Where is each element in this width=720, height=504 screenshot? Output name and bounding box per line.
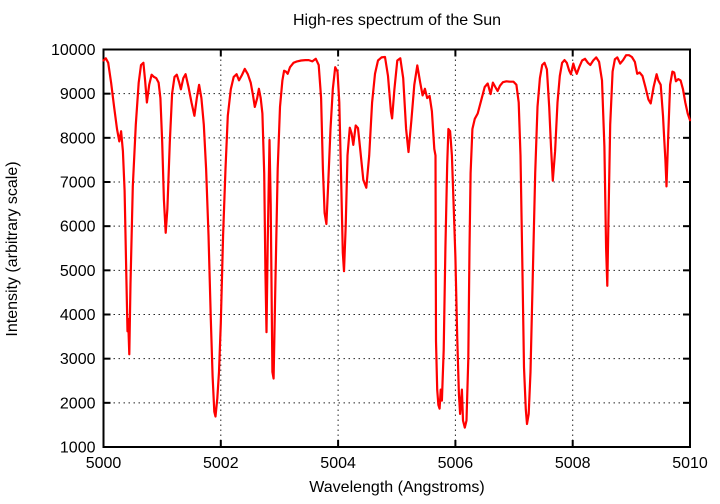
y-tick-label: 2000 xyxy=(60,395,96,412)
x-tick-label: 5002 xyxy=(203,455,239,472)
x-tick-label: 5004 xyxy=(320,455,356,472)
x-tick-label: 5010 xyxy=(672,455,708,472)
y-tick-label: 1000 xyxy=(60,440,96,457)
y-tick-label: 4000 xyxy=(60,307,96,324)
x-axis-label: Wavelength (Angstroms) xyxy=(309,479,485,496)
chart-title: High-res spectrum of the Sun xyxy=(292,12,502,29)
y-tick-label: 6000 xyxy=(60,219,96,236)
x-tick-label: 5006 xyxy=(438,455,474,472)
y-tick-label: 10000 xyxy=(51,42,96,59)
y-tick-label: 3000 xyxy=(60,351,96,368)
y-tick-label: 5000 xyxy=(60,263,96,280)
x-tick-label: 5000 xyxy=(86,455,122,472)
plot-border xyxy=(102,48,691,448)
y-axis-label: Intensity (arbitrary scale) xyxy=(4,161,21,337)
y-tick-label: 8000 xyxy=(60,130,96,147)
y-tick-label: 9000 xyxy=(60,86,96,103)
y-tick-label: 7000 xyxy=(60,175,96,192)
spectrum-line xyxy=(102,54,692,429)
x-tick-label: 5008 xyxy=(555,455,591,472)
